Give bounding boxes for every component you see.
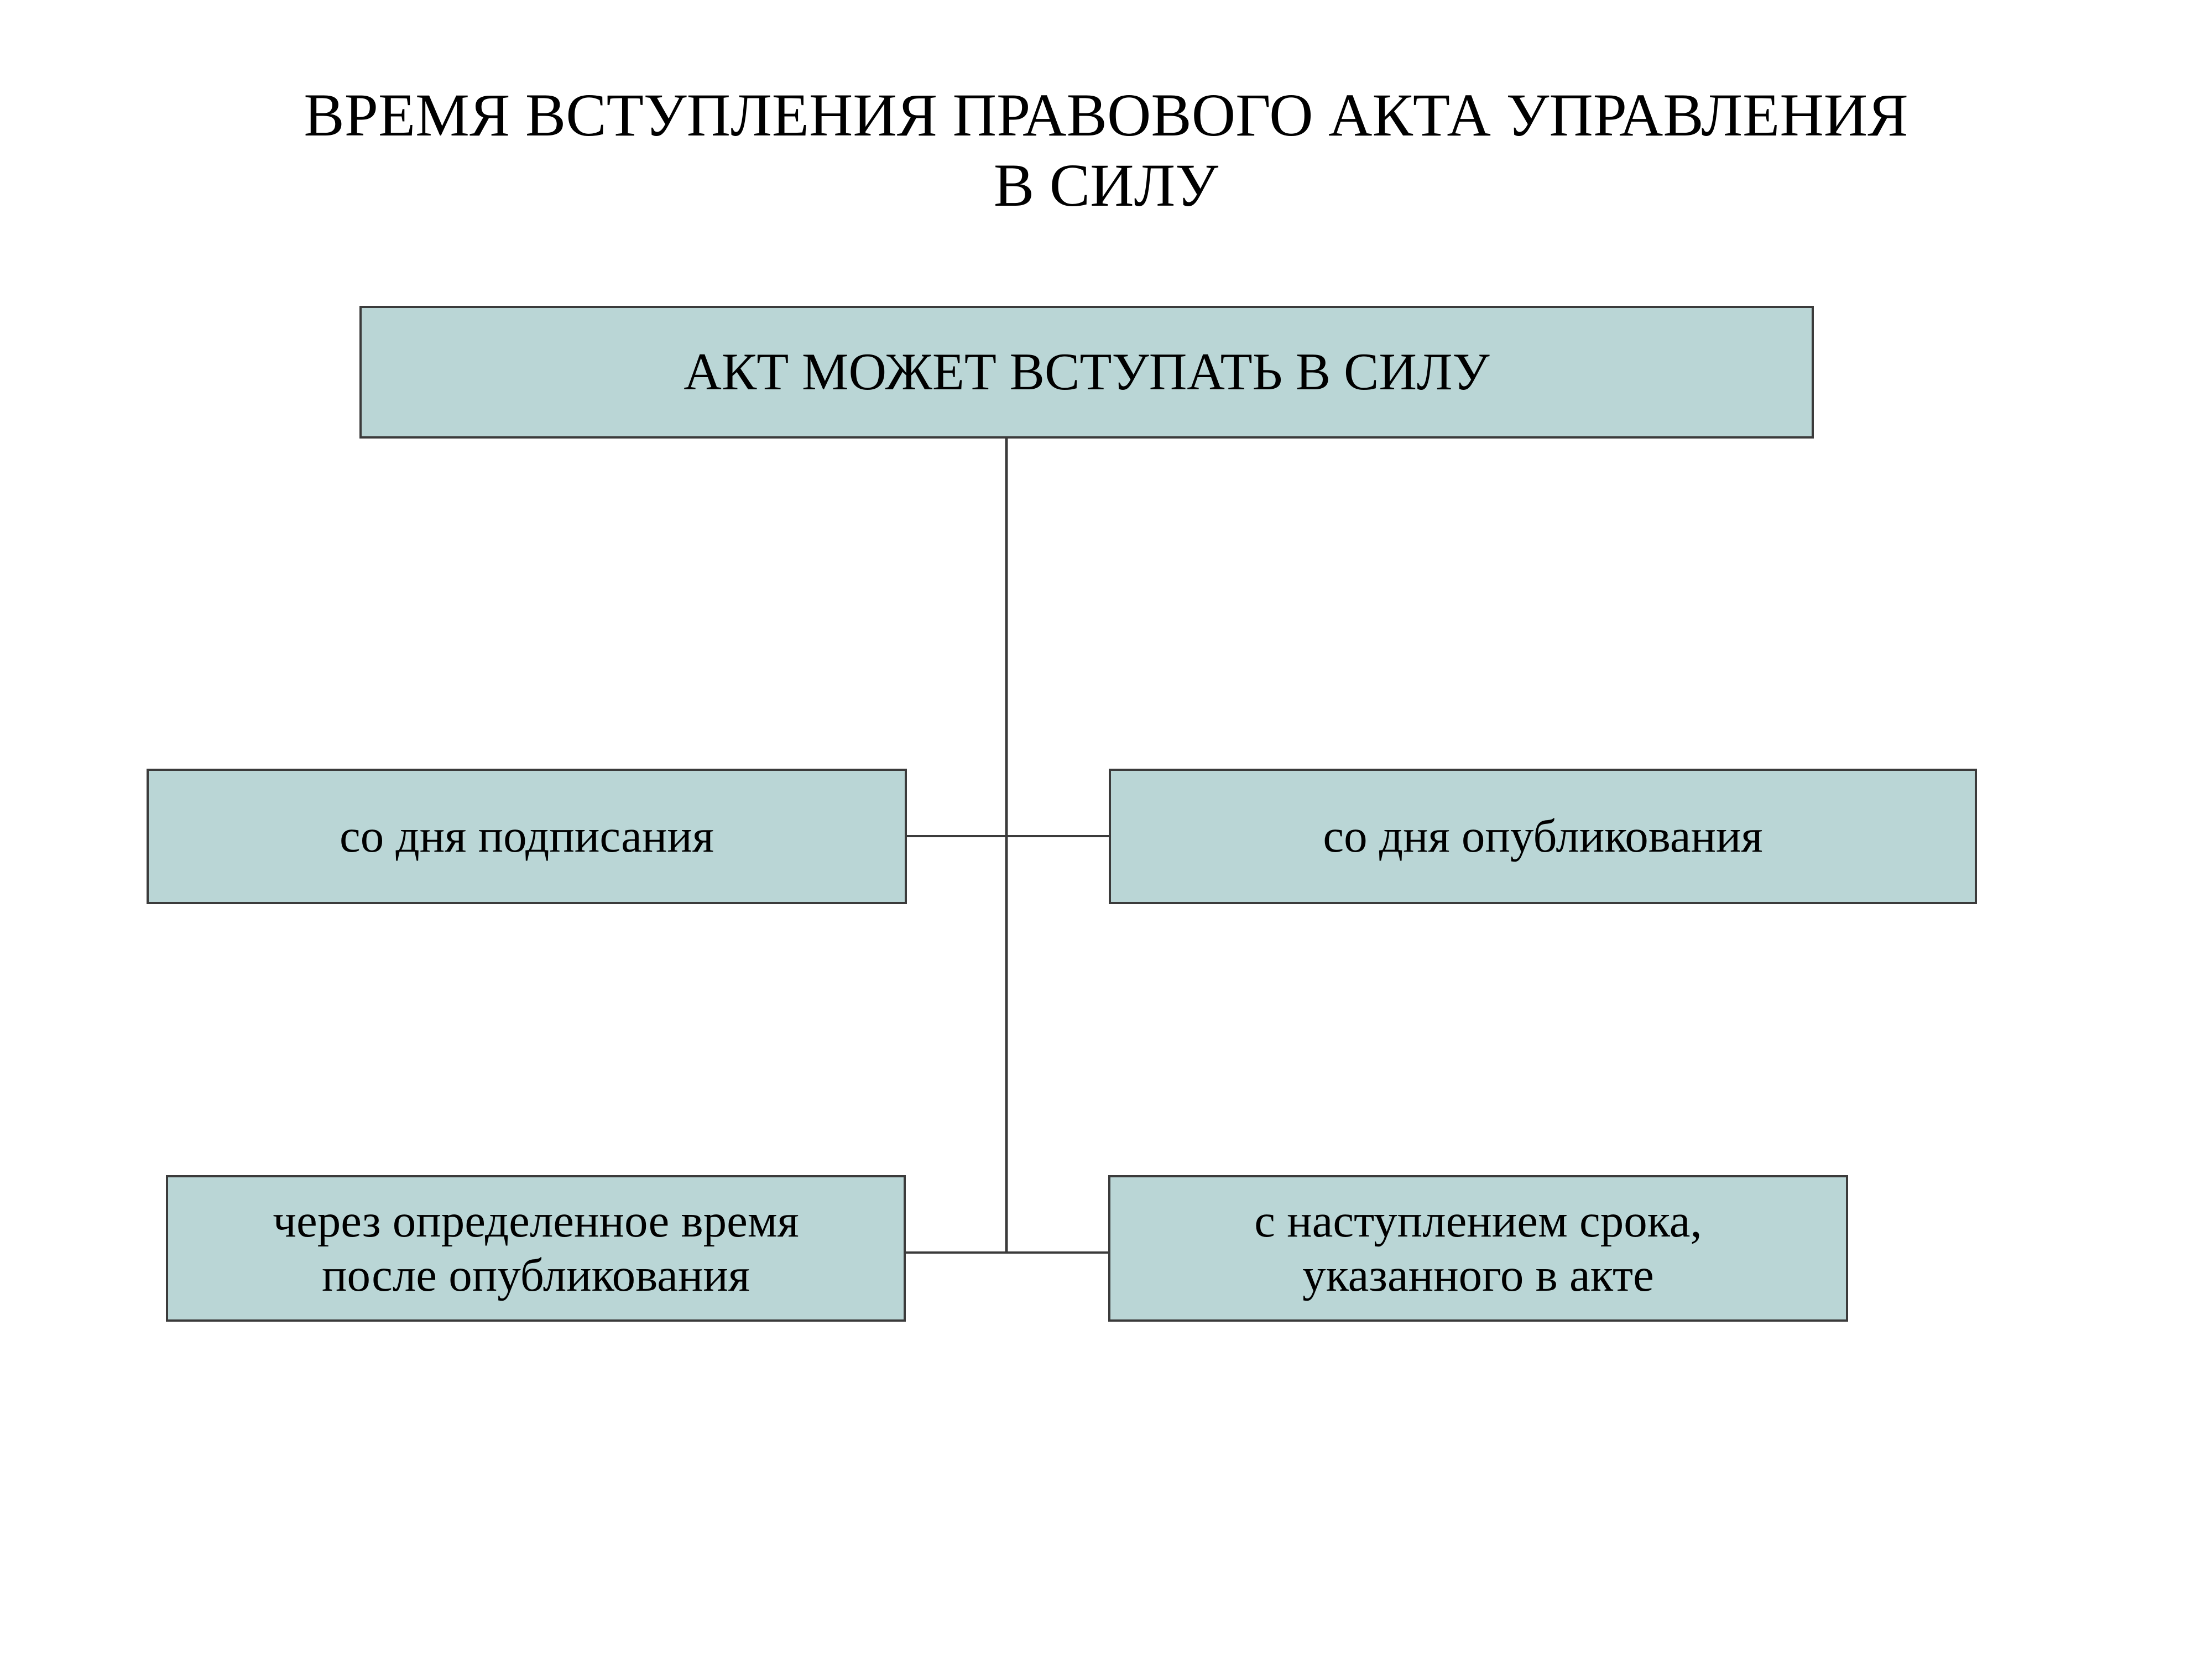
node-root-label: АКТ МОЖЕТ ВСТУПАТЬ В СИЛУ	[684, 342, 1489, 402]
node-term: с наступлением срока, указанного в акте	[1108, 1175, 1848, 1322]
node-sign-label: со дня подписания	[340, 810, 714, 864]
node-after-label: через определенное время после опубликов…	[273, 1194, 799, 1303]
node-sign: со дня подписания	[147, 769, 907, 904]
node-publish: со дня опубликования	[1109, 769, 1977, 904]
node-root: АКТ МОЖЕТ ВСТУПАТЬ В СИЛУ	[359, 306, 1814, 439]
node-after: через определенное время после опубликов…	[166, 1175, 906, 1322]
node-term-label: с наступлением срока, указанного в акте	[1254, 1194, 1702, 1303]
diagram-canvas: ВРЕМЯ ВСТУПЛЕНИЯ ПРАВОВОГО АКТА УПРАВЛЕН…	[0, 0, 2212, 1659]
node-publish-label: со дня опубликования	[1323, 810, 1762, 864]
